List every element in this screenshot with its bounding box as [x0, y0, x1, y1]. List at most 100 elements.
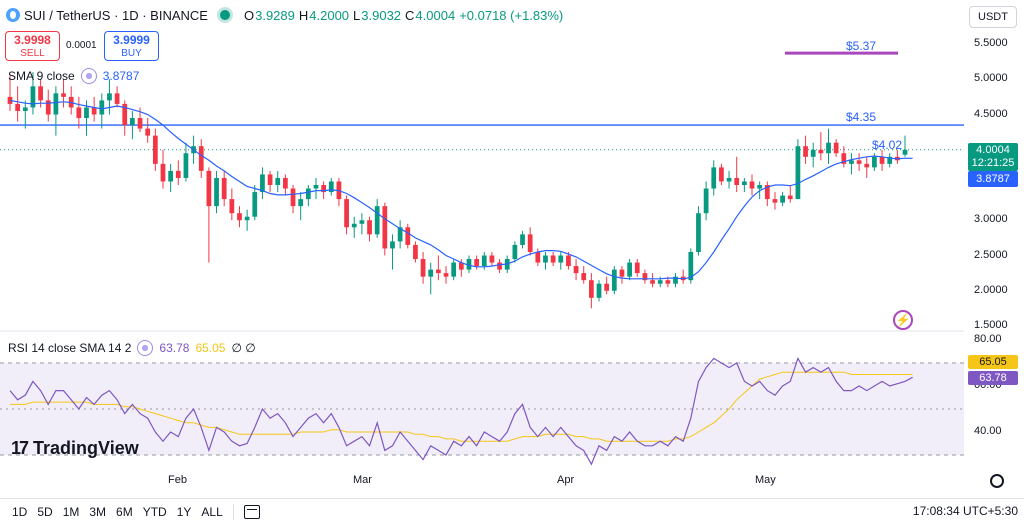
blue-line-label: $4.35	[846, 110, 877, 124]
candle-body	[267, 174, 273, 185]
candle-body	[581, 273, 587, 281]
candle-body	[466, 259, 472, 270]
change-value: +0.0718 (+1.83%)	[459, 7, 564, 23]
rsi-sma-value: 65.05	[195, 341, 226, 355]
candle-body	[902, 149, 908, 155]
price-tick-label: 5.0000	[974, 72, 1008, 85]
rsi-value: 63.78	[159, 341, 190, 355]
candle-body	[283, 177, 288, 189]
buy-button[interactable]: 3.9999 BUY	[104, 31, 159, 61]
price-tick-label: 4.5000	[974, 107, 1008, 120]
sma-legend[interactable]: SMA 9 close 3.8787	[8, 68, 139, 84]
candle-body	[497, 262, 502, 270]
timeframe-3m[interactable]: 3M	[89, 504, 107, 519]
candle-body	[298, 199, 304, 207]
candle-body	[611, 269, 617, 291]
candle-body	[175, 170, 181, 178]
price-tick-label: 1.5000	[974, 319, 1008, 331]
open-key: O	[243, 7, 255, 23]
toolbar-divider	[232, 503, 234, 520]
timeframe-6m[interactable]: 6M	[116, 504, 133, 519]
calendar-icon[interactable]	[243, 504, 260, 519]
candle-body	[864, 163, 870, 168]
candle-body	[305, 188, 311, 200]
rsi-extra: ∅ ∅	[231, 341, 256, 355]
timeframe-1d[interactable]: 1D	[12, 504, 28, 519]
candle-body	[734, 177, 740, 185]
lightning-icon[interactable]: ⚡	[893, 310, 913, 330]
candle-body	[122, 103, 128, 126]
price-tick-label: 2.0000	[974, 283, 1008, 296]
candle-body	[390, 241, 395, 249]
candle-body	[321, 185, 327, 193]
timeframe-ytd[interactable]: YTD	[142, 504, 167, 519]
candle-body	[719, 167, 724, 182]
timeframe-1m[interactable]: 1M	[62, 504, 80, 519]
candle-body	[436, 269, 441, 274]
price-tick-label: 5.5000	[974, 37, 1008, 49]
candle-body	[344, 199, 349, 228]
rsi-legend[interactable]: RSI 14 close SMA 14 2 63.78 65.05 ∅ ∅	[8, 340, 256, 356]
candle-body	[420, 259, 426, 277]
candle-body	[512, 244, 518, 260]
open-value: 3.9289	[255, 7, 295, 23]
month-label: Feb	[168, 474, 187, 486]
candle-body	[84, 107, 89, 119]
symbol-title[interactable]: SUI / TetherUS · 1D · BINANCE	[24, 7, 208, 23]
candle-body	[130, 118, 135, 126]
sma-label: SMA 9 close	[8, 69, 75, 83]
timeframe-all[interactable]: ALL	[201, 504, 223, 519]
candle-body	[726, 177, 732, 182]
candle-body	[711, 167, 717, 189]
low-value: 3.9032	[361, 7, 402, 23]
candle-body	[566, 255, 571, 267]
candle-body	[741, 181, 747, 185]
settings-gear-icon[interactable]	[990, 474, 1004, 488]
countdown: 12:21:25	[971, 157, 1015, 169]
candle-body	[688, 251, 694, 281]
candle-body	[328, 181, 334, 193]
candle-body	[413, 244, 418, 260]
close-key: C	[405, 7, 415, 23]
candle-body	[359, 220, 365, 224]
candle-body	[168, 170, 174, 182]
indicator-icon[interactable]	[80, 68, 97, 84]
rsi-tag: 63.78	[968, 371, 1018, 385]
timeframe-1y[interactable]: 1Y	[176, 504, 192, 519]
candle-body	[443, 273, 449, 277]
candle-body	[474, 259, 479, 267]
purple-line-label: $5.37	[846, 39, 877, 53]
candle-body	[451, 262, 457, 277]
candle-body	[458, 262, 464, 270]
candle-body	[619, 269, 625, 277]
sell-button[interactable]: 3.9998 SELL	[5, 31, 60, 61]
candle-body	[244, 216, 250, 221]
candle-body	[879, 156, 885, 164]
candle-body	[757, 185, 763, 189]
indicator-icon[interactable]	[137, 340, 154, 356]
currency-button[interactable]: USDT	[969, 6, 1017, 28]
rsi-tick-label: 80.00	[974, 333, 1002, 345]
candle-body	[38, 86, 43, 101]
candle-body	[803, 146, 808, 157]
timeframe-5d[interactable]: 5D	[37, 504, 53, 519]
sma-9-line	[9, 99, 913, 280]
candle-body	[61, 93, 66, 97]
candle-body	[160, 163, 166, 182]
candle-body	[397, 227, 403, 242]
rsi-sma-tag: 65.05	[968, 355, 1018, 369]
candle-body	[665, 280, 671, 284]
candle-body	[634, 262, 640, 274]
candle-body	[604, 283, 610, 291]
candle-body	[520, 234, 525, 245]
candle-body	[573, 266, 579, 274]
candle-body	[749, 181, 755, 189]
clock[interactable]: 17:08:34 UTC+5:30	[912, 504, 1018, 518]
candle-body	[351, 223, 357, 228]
candle-body	[550, 255, 556, 263]
candle-body	[535, 251, 541, 263]
candle-body	[642, 273, 648, 281]
candle-body	[22, 107, 28, 111]
buy-label: BUY	[121, 48, 142, 59]
